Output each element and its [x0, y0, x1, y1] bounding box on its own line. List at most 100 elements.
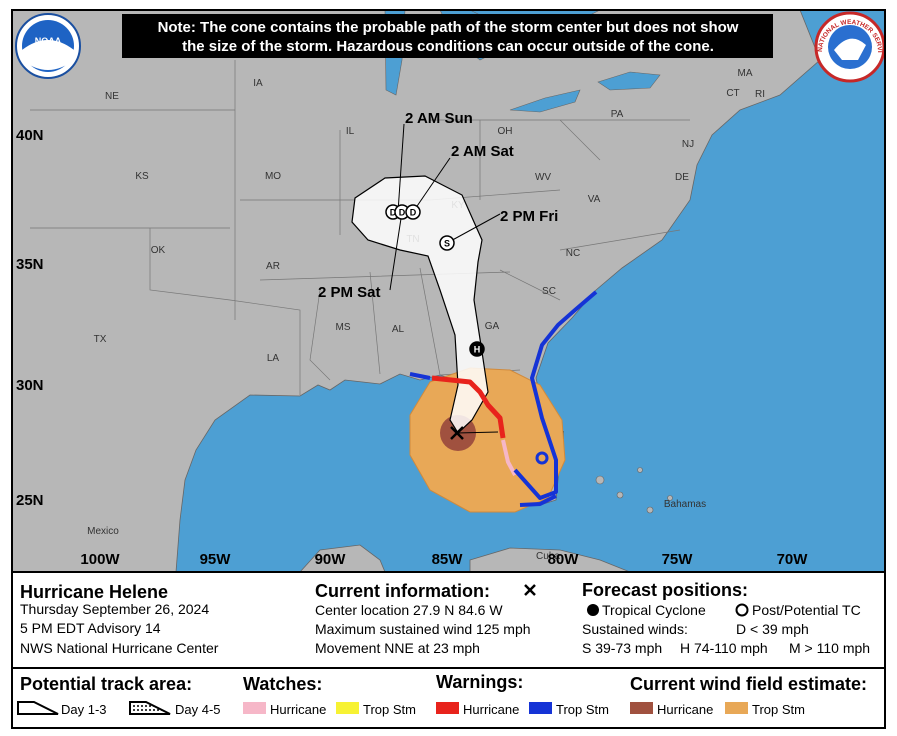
latitude-label: 40N	[16, 127, 44, 144]
state-label: KS	[135, 171, 149, 182]
longitude-label: 70W	[777, 551, 809, 568]
state-label: WV	[535, 172, 551, 183]
noaa-logo: NOAA	[15, 13, 81, 79]
longitude-label: 85W	[432, 551, 464, 568]
longitude-label: 90W	[315, 551, 347, 568]
state-label: CT	[726, 88, 739, 99]
lake-okeechobee-warning	[535, 451, 549, 465]
latitude-label: 30N	[16, 377, 44, 394]
note-line: the size of the storm. Hazardous conditi…	[182, 38, 714, 55]
state-label: PA	[611, 109, 624, 120]
track-points: D D DSH	[385, 204, 485, 357]
state-label: IA	[253, 78, 263, 89]
place-label: Bahamas	[664, 499, 706, 510]
track-point	[469, 341, 485, 357]
track-point-letter: D	[390, 208, 397, 218]
state-label: OH	[498, 126, 513, 137]
track-point-letter: S	[444, 239, 450, 249]
storm-advisory: 5 PM EDT Advisory 14	[20, 620, 161, 636]
note-line: Note: The cone contains the probable pat…	[158, 19, 739, 36]
storm-date: Thursday September 26, 2024	[20, 601, 209, 617]
legend-item: Hurricane	[657, 702, 713, 717]
state-label: AR	[266, 261, 280, 272]
post-symbol	[735, 603, 749, 617]
legend-watches-title: Watches:	[243, 674, 322, 694]
longitude-label: 95W	[200, 551, 232, 568]
hurricane-warning	[431, 375, 506, 439]
current-line: Center location 27.9 N 84.6 W	[315, 602, 503, 618]
cuba	[469, 547, 631, 572]
state-label: NJ	[682, 139, 694, 150]
legend-item: Trop Stm	[363, 702, 416, 717]
state-label: MA	[738, 68, 753, 79]
state-label: MS	[336, 322, 351, 333]
track-point	[439, 235, 455, 251]
day-4-5-icon	[129, 701, 171, 715]
state-label: RI	[755, 89, 765, 100]
track-label: 2 PM Fri	[500, 208, 558, 225]
latitude-label: 35N	[16, 256, 44, 273]
hurricane-watch	[501, 439, 517, 476]
current-line: Maximum sustained wind 125 mph	[315, 621, 531, 637]
storm-name: Hurricane Helene	[20, 582, 168, 602]
legend-item: Day 4-5	[175, 702, 221, 717]
watch-hurricane-swatch	[243, 702, 266, 714]
current-x-symbol	[524, 584, 536, 596]
current-position	[450, 426, 464, 440]
forecast-title: Forecast positions:	[582, 580, 748, 600]
legend-item: Day 1-3	[61, 702, 107, 717]
map: NEIAILOHPANJMACTRIKSMOWVDEKYVAOKARTNNCSC…	[12, 10, 885, 572]
track-point-letter: D	[410, 208, 417, 218]
state-label: DE	[675, 172, 689, 183]
legend-item: Hurricane	[270, 702, 326, 717]
current-line: Movement NNE at 23 mph	[315, 640, 480, 656]
state-label: OK	[151, 245, 166, 256]
track-point-letter: H	[474, 345, 481, 355]
forecast-category: M > 110 mph	[789, 640, 870, 656]
place-label: Cuba	[536, 551, 560, 562]
day-1-3-icon	[17, 701, 59, 715]
state-label: TX	[94, 334, 107, 345]
state-label: AL	[392, 324, 405, 335]
track-label: 2 PM Sat	[318, 284, 381, 301]
legend-track-title: Potential track area:	[20, 674, 192, 694]
noaa-logo-text: NOAA	[35, 36, 62, 46]
state-label: VA	[588, 194, 601, 205]
trop-storm-warning	[409, 290, 598, 507]
legend-wind-title: Current wind field estimate:	[630, 674, 867, 694]
track-point-letter: D	[399, 208, 406, 218]
forecast-category: S 39-73 mph	[582, 640, 662, 656]
forecast-depression: D < 39 mph	[736, 621, 809, 637]
state-label: IL	[346, 126, 355, 137]
state-label: MO	[265, 171, 281, 182]
longitude-label: 75W	[662, 551, 694, 568]
track-label: 2 AM Sun	[405, 110, 473, 127]
warning-trop-storm-swatch	[529, 702, 552, 714]
state-label: NC	[566, 248, 580, 259]
tropical-symbol	[587, 604, 599, 616]
yucatan	[299, 544, 386, 572]
track-point	[405, 204, 421, 220]
longitude-label: 100W	[80, 551, 120, 568]
watch-trop-storm-swatch	[336, 702, 359, 714]
longitude-label: 80W	[548, 551, 580, 568]
legend-item: Trop Stm	[752, 702, 805, 717]
storm-office: NWS National Hurricane Center	[20, 640, 219, 656]
track-label: 2 AM Sat	[451, 143, 514, 160]
state-label: SC	[542, 286, 556, 297]
state-label: LA	[267, 353, 280, 364]
place-label: Mexico	[87, 526, 119, 537]
legend-item: Trop Stm	[556, 702, 609, 717]
state-label: NE	[105, 91, 119, 102]
track-label-leaders	[389, 123, 501, 434]
forecast-tropical: Tropical Cyclone	[602, 602, 706, 618]
warning-hurricane-swatch	[436, 702, 459, 714]
bahamas	[595, 467, 673, 514]
note-box	[122, 14, 773, 58]
forecast-sustained: Sustained winds:	[582, 621, 688, 637]
map-labels: NEIAILOHPANJMACTRIKSMOWVDEKYVAOKARTNNCSC…	[16, 68, 808, 568]
forecast-category: H 74-110 mph	[680, 640, 768, 656]
state-label: GA	[485, 321, 500, 332]
